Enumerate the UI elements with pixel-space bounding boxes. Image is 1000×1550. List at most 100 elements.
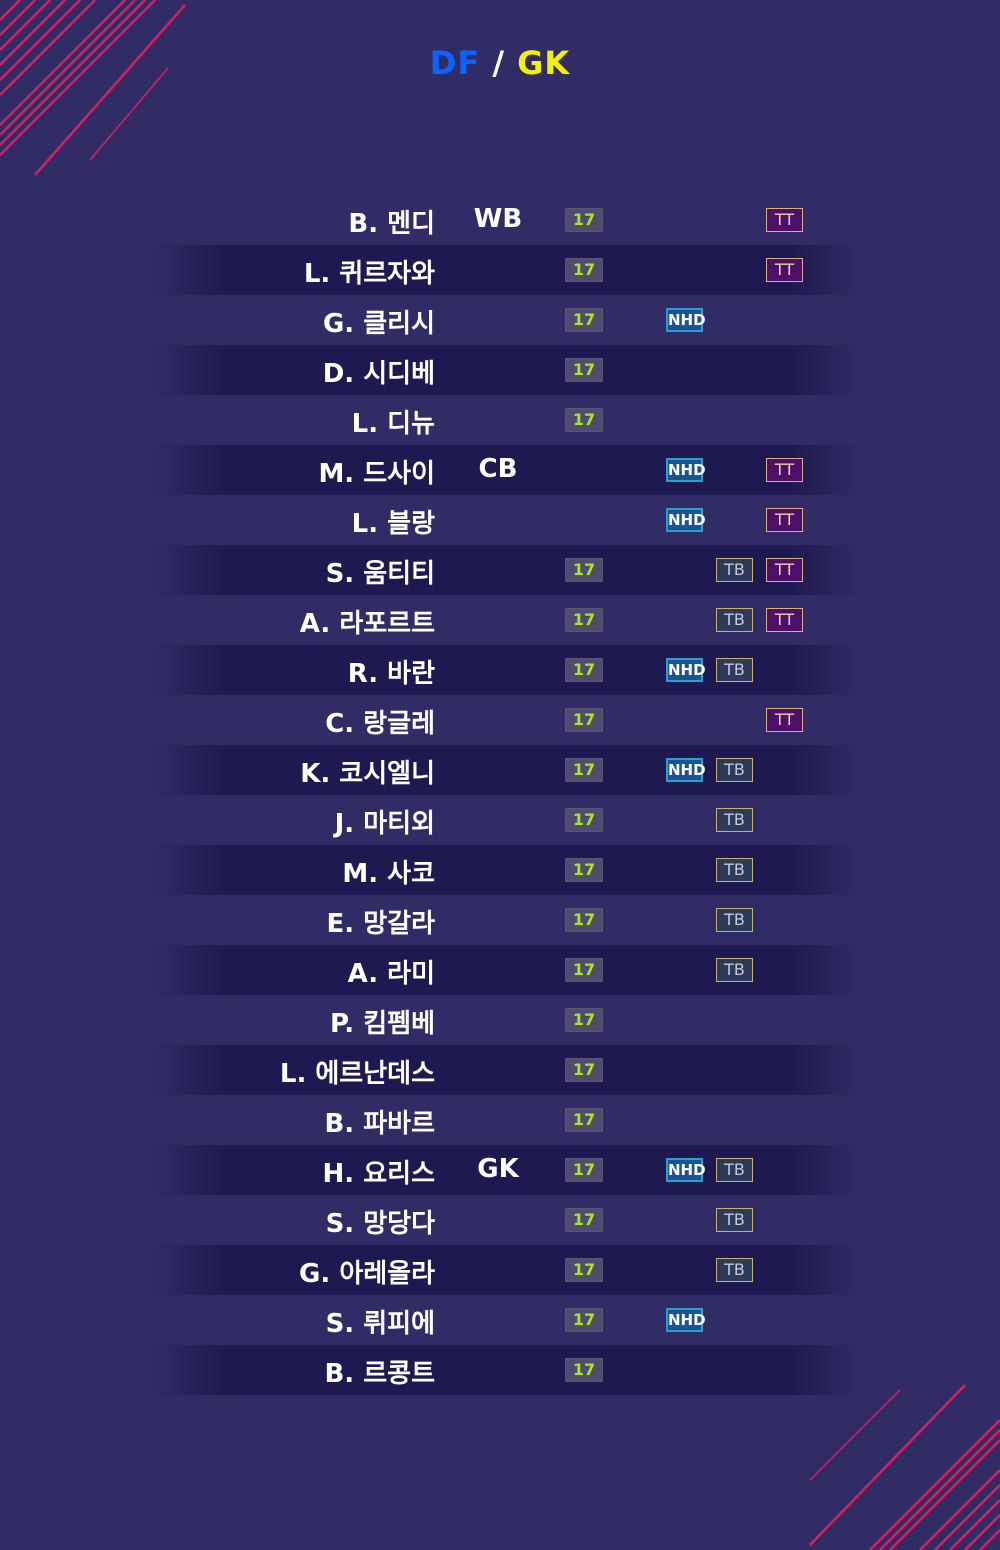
player-row: M. 사코 17 TB — [0, 845, 1000, 895]
tb-badge: TB — [716, 558, 753, 582]
stripes-bottom-right-decoration — [809, 1384, 1000, 1550]
player-row: E. 망갈라 17 TB — [0, 895, 1000, 945]
player-row: S. 망당다 17 TB — [0, 1195, 1000, 1245]
tt-badge: TT — [766, 508, 803, 532]
season-17-badge: 17 — [565, 658, 603, 682]
nhd-badge: NHD — [666, 658, 706, 682]
player-name: K. 코시엘니 — [300, 759, 435, 789]
season-17-badge: 17 — [565, 1158, 603, 1182]
player-row: G. 클리시 17 NHD — [0, 295, 1000, 345]
player-row: R. 바란 17 NHD TB — [0, 645, 1000, 695]
season-17-badge: 17 — [565, 758, 603, 782]
season-17-badge: 17 — [565, 808, 603, 832]
tb-badge: TB — [716, 808, 753, 832]
player-name: M. 드사이 — [318, 459, 435, 489]
nhd-badge: NHD — [666, 1308, 706, 1332]
page-title: DF / GK — [0, 44, 1000, 82]
player-row: M. 드사이 CB NHD TT — [0, 445, 1000, 495]
player-name: L. 블랑 — [351, 509, 435, 539]
season-17-badge: 17 — [565, 858, 603, 882]
position-label: CB — [478, 454, 518, 484]
player-name: A. 라미 — [347, 959, 435, 989]
tb-badge: TB — [716, 1258, 753, 1282]
position-label: GK — [477, 1154, 519, 1184]
tb-badge: TB — [716, 658, 753, 682]
tb-badge: TB — [716, 858, 753, 882]
player-row: G. 아레올라 17 TB — [0, 1245, 1000, 1295]
season-17-badge: 17 — [565, 1208, 603, 1232]
nhd-badge: NHD — [666, 308, 706, 332]
season-17-badge: 17 — [565, 908, 603, 932]
player-name: J. 마티외 — [334, 809, 435, 839]
player-row: S. 움티티 17 TB TT — [0, 545, 1000, 595]
player-name: B. 르콩트 — [324, 1359, 435, 1389]
tt-badge: TT — [766, 708, 803, 732]
nhd-badge: NHD — [666, 458, 706, 482]
player-row: B. 르콩트 17 — [0, 1345, 1000, 1395]
tt-badge: TT — [766, 258, 803, 282]
tb-badge: TB — [716, 958, 753, 982]
nhd-badge: NHD — [666, 508, 706, 532]
season-17-badge: 17 — [565, 1108, 603, 1132]
title-gk: GK — [517, 44, 571, 82]
player-name: C. 랑글레 — [325, 709, 435, 739]
player-row: A. 라포르트 17 TB TT — [0, 595, 1000, 645]
tb-badge: TB — [716, 908, 753, 932]
stripes-top-left-decoration — [0, 0, 186, 176]
player-name: P. 킴펨베 — [330, 1009, 435, 1039]
player-name: L. 퀴르자와 — [303, 259, 435, 289]
player-name: E. 망갈라 — [326, 909, 435, 939]
season-17-badge: 17 — [565, 258, 603, 282]
tb-badge: TB — [716, 758, 753, 782]
player-name: B. 파바르 — [324, 1109, 435, 1139]
tb-badge: TB — [716, 608, 753, 632]
player-row: K. 코시엘니 17 NHD TB — [0, 745, 1000, 795]
player-name: G. 클리시 — [322, 309, 435, 339]
season-17-badge: 17 — [565, 1308, 603, 1332]
tb-badge: TB — [716, 1158, 753, 1182]
player-name: S. 망당다 — [325, 1209, 435, 1239]
season-17-badge: 17 — [565, 408, 603, 432]
player-name: R. 바란 — [347, 659, 435, 689]
player-row: L. 디뉴 17 — [0, 395, 1000, 445]
position-label: WB — [473, 204, 523, 234]
nhd-badge: NHD — [666, 1158, 706, 1182]
player-row: D. 시디베 17 — [0, 345, 1000, 395]
season-17-badge: 17 — [565, 358, 603, 382]
player-row: A. 라미 17 TB — [0, 945, 1000, 995]
player-row: B. 파바르 17 — [0, 1095, 1000, 1145]
season-17-badge: 17 — [565, 308, 603, 332]
season-17-badge: 17 — [565, 958, 603, 982]
tt-badge: TT — [766, 608, 803, 632]
player-name: B. 멘디 — [348, 209, 435, 239]
player-name: S. 뤼피에 — [325, 1309, 435, 1339]
player-name: L. 에르난데스 — [279, 1059, 435, 1089]
season-17-badge: 17 — [565, 208, 603, 232]
season-17-badge: 17 — [565, 608, 603, 632]
season-17-badge: 17 — [565, 1008, 603, 1032]
nhd-badge: NHD — [666, 758, 706, 782]
player-name: M. 사코 — [342, 859, 435, 889]
season-17-badge: 17 — [565, 558, 603, 582]
tt-badge: TT — [766, 208, 803, 232]
player-name: D. 시디베 — [322, 359, 435, 389]
season-17-badge: 17 — [565, 1358, 603, 1382]
player-name: S. 움티티 — [325, 559, 435, 589]
player-row: L. 에르난데스 17 — [0, 1045, 1000, 1095]
player-row: J. 마티외 17 TB — [0, 795, 1000, 845]
tt-badge: TT — [766, 558, 803, 582]
player-name: H. 요리스 — [322, 1159, 435, 1189]
player-row: L. 블랑 NHD TT — [0, 495, 1000, 545]
season-17-badge: 17 — [565, 1058, 603, 1082]
player-row: H. 요리스 GK 17 NHD TB — [0, 1145, 1000, 1195]
player-list: B. 멘디 WB 17 TT L. 퀴르자와 17 TT G. 클리시 17 NHD D. 시디베 1… — [0, 195, 1000, 1395]
tb-badge: TB — [716, 1208, 753, 1232]
season-17-badge: 17 — [565, 1258, 603, 1282]
player-row: P. 킴펨베 17 — [0, 995, 1000, 1045]
player-name: G. 아레올라 — [299, 1259, 435, 1289]
player-name: L. 디뉴 — [351, 409, 435, 439]
player-row: C. 랑글레 17 TT — [0, 695, 1000, 745]
tt-badge: TT — [766, 458, 803, 482]
player-row: L. 퀴르자와 17 TT — [0, 245, 1000, 295]
player-row: B. 멘디 WB 17 TT — [0, 195, 1000, 245]
